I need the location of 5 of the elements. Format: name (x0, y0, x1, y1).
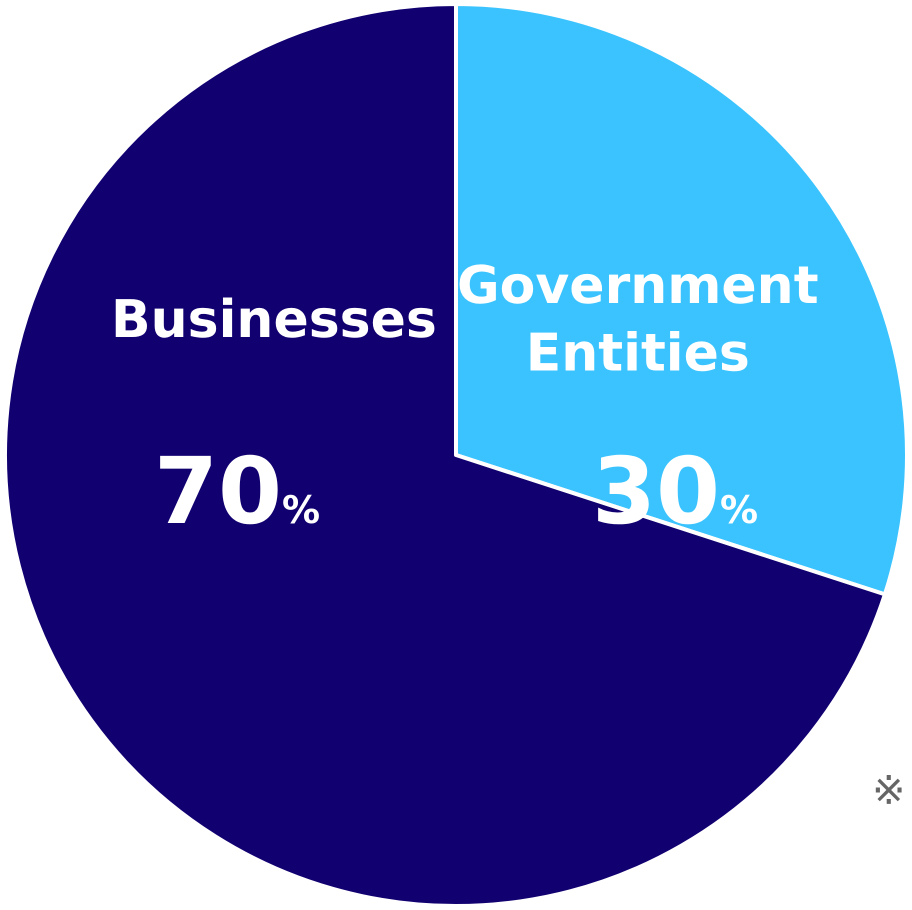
slice-label: Government Entities (457, 256, 819, 384)
data-label: 70% (154, 438, 320, 545)
slice-label: Businesses (111, 290, 437, 350)
data-label: 30% (592, 438, 758, 545)
text: ※ (872, 768, 906, 814)
